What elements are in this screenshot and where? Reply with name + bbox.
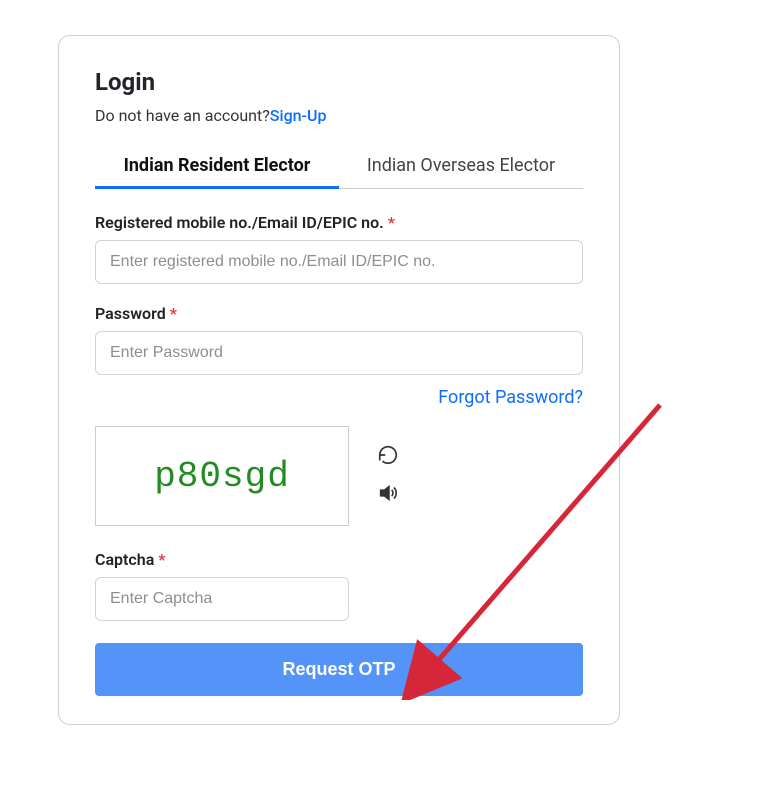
password-input[interactable]: [95, 331, 583, 375]
audio-icon[interactable]: [377, 482, 399, 508]
forgot-password-row: Forgot Password?: [95, 387, 583, 408]
identifier-input[interactable]: [95, 240, 583, 284]
captcha-image: p80sgd: [95, 426, 349, 526]
captcha-controls: [377, 444, 399, 508]
identifier-label: Registered mobile no./Email ID/EPIC no. …: [95, 213, 583, 232]
required-mark: *: [158, 550, 165, 569]
captcha-input-group: Captcha *: [95, 550, 583, 621]
captcha-row: p80sgd: [95, 426, 583, 526]
page-title: Login: [95, 68, 583, 96]
request-otp-button[interactable]: Request OTP: [95, 643, 583, 696]
password-group: Password *: [95, 304, 583, 375]
captcha-input[interactable]: [95, 577, 349, 621]
elector-tabs: Indian Resident Elector Indian Overseas …: [95, 145, 583, 189]
signup-prefix: Do not have an account?: [95, 106, 270, 125]
login-card: Login Do not have an account?Sign-Up Ind…: [58, 35, 620, 725]
signup-prompt: Do not have an account?Sign-Up: [95, 106, 583, 125]
required-mark: *: [170, 304, 177, 323]
identifier-group: Registered mobile no./Email ID/EPIC no. …: [95, 213, 583, 284]
identifier-label-text: Registered mobile no./Email ID/EPIC no.: [95, 213, 384, 232]
password-label: Password *: [95, 304, 583, 323]
tab-resident-elector[interactable]: Indian Resident Elector: [95, 145, 339, 189]
tab-overseas-elector[interactable]: Indian Overseas Elector: [339, 145, 583, 188]
forgot-password-link[interactable]: Forgot Password?: [438, 387, 583, 408]
required-mark: *: [388, 213, 395, 232]
password-label-text: Password: [95, 304, 166, 323]
captcha-label-text: Captcha: [95, 550, 154, 569]
signup-link[interactable]: Sign-Up: [270, 106, 327, 125]
refresh-icon[interactable]: [377, 444, 399, 470]
captcha-label: Captcha *: [95, 550, 583, 569]
captcha-text: p80sgd: [154, 456, 290, 497]
